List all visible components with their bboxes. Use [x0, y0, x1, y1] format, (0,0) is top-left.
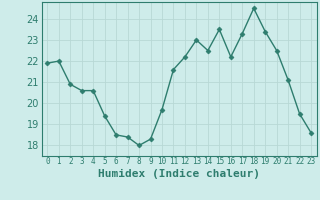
X-axis label: Humidex (Indice chaleur): Humidex (Indice chaleur): [98, 169, 260, 179]
